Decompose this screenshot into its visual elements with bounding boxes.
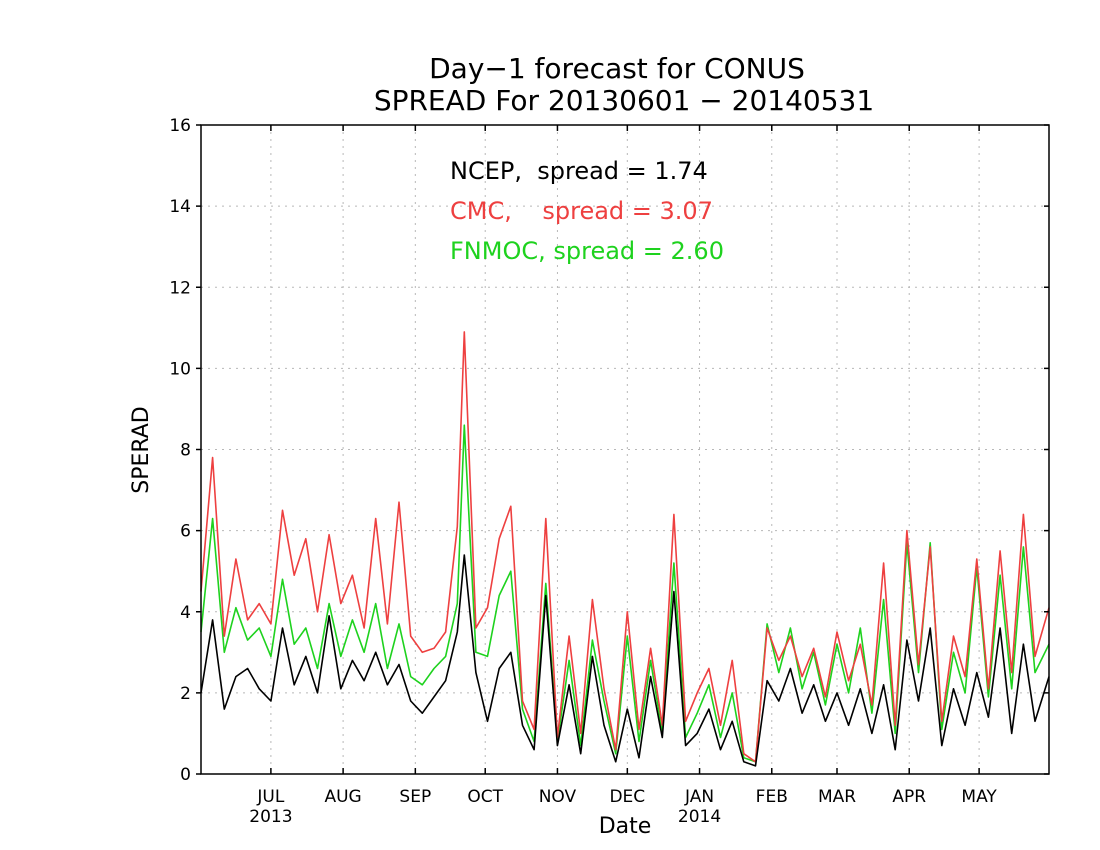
y-tick-label: 6	[180, 522, 191, 542]
y-tick-label: 2	[180, 684, 191, 704]
x-tick-label: MAY	[961, 787, 997, 807]
x-tick-label: OCT	[467, 787, 503, 807]
legend-entry-fnmoc: FNMOC, spread = 2.60	[450, 237, 724, 265]
y-axis-label: SPERAD	[129, 406, 154, 494]
grid-lines	[201, 125, 1049, 774]
chart-title: Day−1 forecast for CONUS	[429, 52, 805, 85]
legend-entry-cmc: CMC, spread = 3.07	[450, 197, 713, 225]
x-tick-year-label: 2014	[678, 807, 721, 827]
x-tick-label: DEC	[609, 787, 645, 807]
x-tick-label: AUG	[324, 787, 361, 807]
x-tick-label: JAN	[684, 787, 714, 807]
x-tick-label: JUL	[256, 787, 284, 807]
y-tick-label: 10	[169, 359, 191, 379]
y-tick-label: 8	[180, 441, 191, 461]
x-axis-label: Date	[599, 814, 652, 839]
series-lines	[200, 331, 1050, 767]
x-tick-label: NOV	[539, 787, 577, 807]
legend: NCEP, spread = 1.74 CMC, spread = 3.07 F…	[450, 157, 724, 265]
legend-entry-ncep: NCEP, spread = 1.74	[450, 157, 708, 185]
y-tick-label: 14	[169, 197, 191, 217]
x-tick-year-label: 2013	[249, 807, 292, 827]
y-tick-label: 4	[180, 603, 191, 623]
y-tick-label: 16	[169, 116, 191, 136]
series-line-ncep	[200, 554, 1050, 767]
x-tick-label: SEP	[399, 787, 431, 807]
x-tick-label: APR	[892, 787, 926, 807]
y-tick-label: 0	[180, 765, 191, 785]
x-tick-label: FEB	[756, 787, 788, 807]
series-line-fnmoc	[200, 424, 1050, 763]
series-line-cmc	[200, 331, 1050, 763]
chart-subtitle: SPREAD For 20130601 − 20140531	[374, 84, 874, 117]
x-tick-label: MAR	[818, 787, 856, 807]
y-axis: 0 2 4 6 8 10 12 14 16	[169, 116, 1049, 785]
y-tick-label: 12	[169, 278, 191, 298]
